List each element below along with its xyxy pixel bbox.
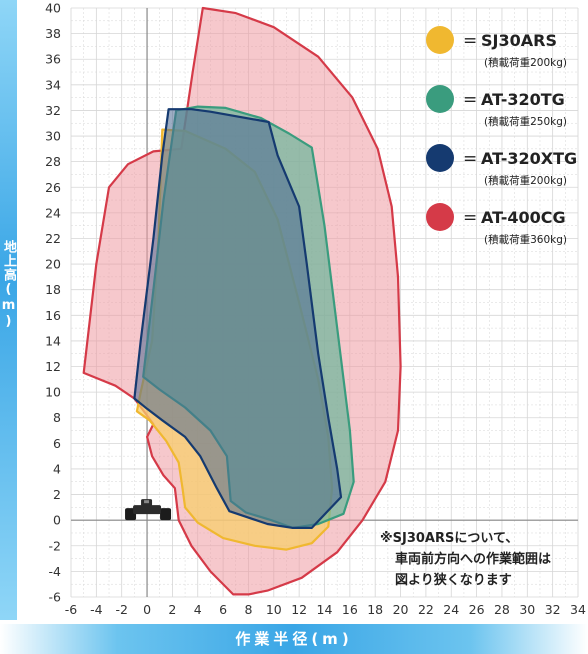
y-tick-label: 30: [45, 129, 61, 144]
x-tick-label: 24: [443, 602, 459, 617]
legend-series-name: AT-320XTG: [481, 149, 577, 168]
legend-equals: =: [463, 149, 477, 169]
y-tick-label: 26: [45, 180, 61, 195]
note-line: 図より狭くなります: [395, 572, 512, 588]
y-tick-label: 34: [45, 77, 61, 92]
legend-swatch-sj30ars: [426, 26, 454, 54]
x-axis-title: 作業半径(m): [235, 630, 353, 648]
y-tick-label: 16: [45, 308, 61, 323]
x-tick-label: 16: [342, 602, 358, 617]
y-axis-title: 地上高(m): [1, 240, 16, 330]
legend-series-name: SJ30ARS: [481, 31, 557, 50]
y-tick-label: -2: [49, 538, 61, 553]
note-line: 車両前方向への作業範囲は: [395, 551, 551, 567]
x-tick-label: 6: [219, 602, 227, 617]
y-tick-label: 2: [53, 487, 61, 502]
y-tick-label: 12: [45, 359, 61, 374]
x-tick-label: 20: [393, 602, 409, 617]
y-tick-label: 18: [45, 282, 61, 297]
x-tick-label: 26: [469, 602, 485, 617]
x-tick-label: 0: [143, 602, 151, 617]
y-tick-label: 24: [45, 205, 61, 220]
y-tick-label: 28: [45, 154, 61, 169]
y-tick-label: 40: [45, 1, 61, 16]
y-tick-label: 6: [53, 436, 61, 451]
work-range-area-at-320xtg: [133, 108, 343, 530]
legend-series-load: (積載荷重250kg): [484, 115, 567, 128]
x-tick-label: 12: [291, 602, 307, 617]
y-tick-label: 32: [45, 103, 61, 118]
y-tick-label: 8: [53, 410, 61, 425]
y-tick-label: 4: [53, 461, 61, 476]
plot-area: -6 -4 -2 0 2 4 6 8 10 12 14 16 18 20 22 24 26 28 30 32 34403…: [45, 1, 586, 618]
legend-equals: =: [463, 208, 477, 228]
x-tick-label: 30: [519, 602, 535, 617]
x-tick-label: 8: [244, 602, 252, 617]
x-tick-label: 18: [367, 602, 383, 617]
x-tick-label: 34: [570, 602, 586, 617]
vehicle-body: [133, 505, 162, 515]
y-tick-label: 38: [45, 26, 61, 41]
legend-equals: =: [463, 31, 477, 51]
y-tick-label: 10: [45, 385, 61, 400]
vehicle-track-right: [160, 508, 172, 521]
legend-series-load: (積載荷重200kg): [484, 174, 567, 187]
legend-swatch-at-320tg: [426, 85, 454, 113]
x-tick-label: 22: [418, 602, 434, 617]
y-tick-label: -4: [49, 564, 62, 579]
y-tick-label: 22: [45, 231, 61, 246]
legend-swatch-at-400cg: [426, 203, 454, 231]
legend-equals: =: [463, 90, 477, 110]
legend-series-name: AT-320TG: [481, 90, 565, 109]
y-tick-label: 36: [45, 52, 61, 67]
y-tick-label: 14: [45, 333, 61, 348]
x-tick-label: -4: [90, 602, 103, 617]
legend-series-name: AT-400CG: [481, 208, 566, 227]
x-tick-label: 4: [194, 602, 202, 617]
vehicle-window: [144, 500, 150, 504]
note-line: ※SJ30ARSについて、: [380, 531, 518, 546]
legend-swatch-at-320xtg: [426, 144, 454, 172]
x-tick-label: 28: [494, 602, 510, 617]
x-tick-label: 32: [545, 602, 561, 617]
y-tick-label: 0: [53, 513, 61, 528]
y-tick-label: -6: [49, 590, 62, 605]
y-tick-label: 20: [45, 257, 61, 272]
y-axis-title-band: [0, 0, 17, 620]
crawler-vehicle-icon: [125, 499, 172, 521]
x-tick-label: 10: [266, 602, 282, 617]
x-tick-label: -6: [65, 602, 78, 617]
x-tick-label: 2: [168, 602, 176, 617]
x-axis-title-band: [0, 624, 588, 654]
x-tick-label: 14: [317, 602, 333, 617]
legend-series-load: (積載荷重360kg): [484, 233, 567, 246]
x-tick-label: -2: [115, 602, 127, 617]
legend-series-load: (積載荷重200kg): [484, 56, 567, 69]
